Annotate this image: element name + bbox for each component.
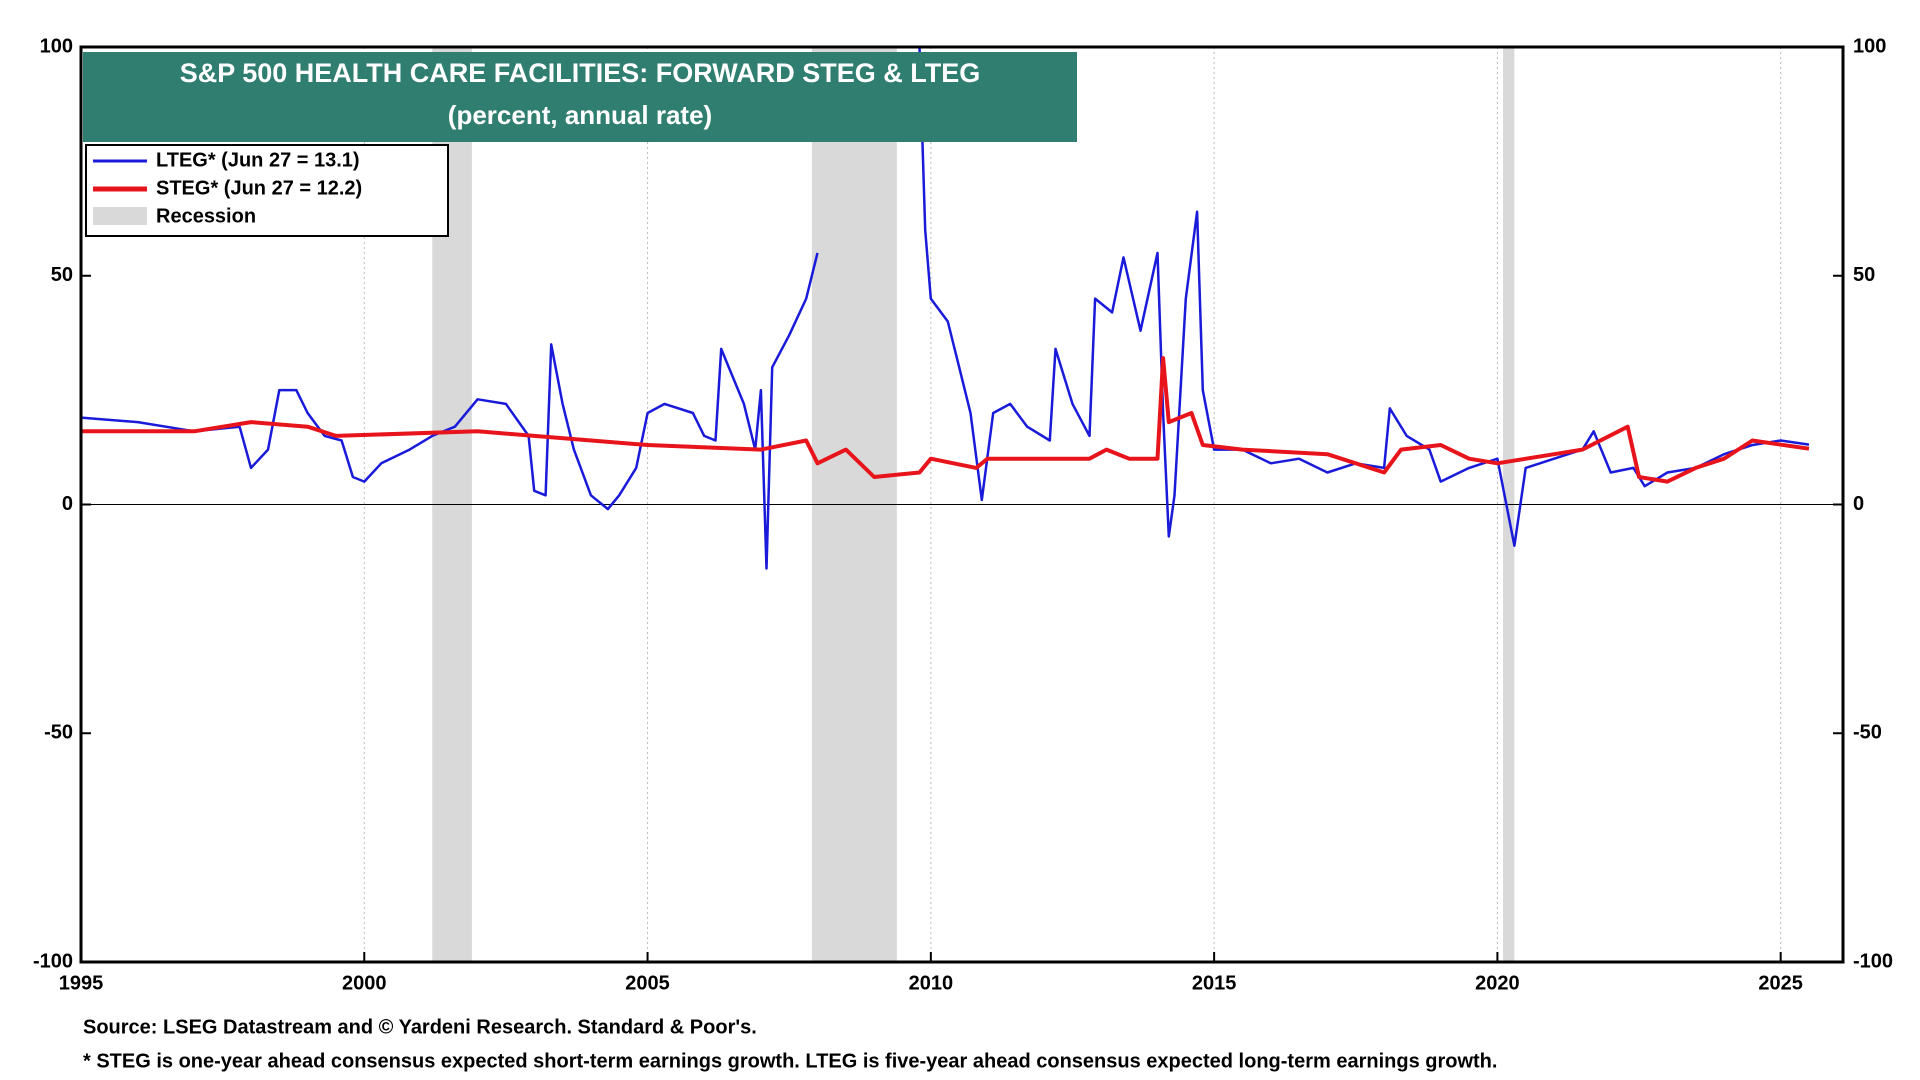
- y2-tick-label: 100: [1853, 35, 1886, 57]
- x-tick-label: 2005: [625, 972, 670, 994]
- y-tick-label: -50: [44, 722, 73, 744]
- footnote: * STEG is one-year ahead consensus expec…: [83, 1050, 1497, 1072]
- y2-tick-label: -50: [1853, 722, 1882, 744]
- chart-title: S&P 500 HEALTH CARE FACILITIES: FORWARD …: [180, 58, 981, 88]
- source-note: Source: LSEG Datastream and © Yardeni Re…: [83, 1016, 757, 1038]
- x-tick-label: 2025: [1758, 972, 1803, 994]
- chart-subtitle: (percent, annual rate): [448, 100, 712, 130]
- x-tick-label: 2015: [1192, 972, 1237, 994]
- y2-tick-label: 0: [1853, 493, 1864, 515]
- y-tick-label: 100: [40, 35, 73, 57]
- legend-swatch: [93, 207, 147, 225]
- legend: LTEG* (Jun 27 = 13.1) STEG* (Jun 27 = 12.…: [85, 144, 449, 237]
- x-tick-label: 1995: [59, 972, 104, 994]
- y2-tick-label: -100: [1853, 950, 1893, 972]
- legend-label: LTEG* (Jun 27 = 13.1): [156, 149, 360, 171]
- plot-front: 1995 2000 2005 2010 2015 2020 2025 -100 -50 0 50 10…: [33, 35, 1893, 994]
- y-tick-label: 50: [51, 264, 73, 286]
- y-tick-label: -100: [33, 950, 73, 972]
- legend-label: Recession: [156, 205, 256, 227]
- y-tick-label: 0: [62, 493, 73, 515]
- x-tick-label: 2000: [342, 972, 387, 994]
- x-tick-label: 2010: [909, 972, 954, 994]
- plot-frame: [79, 45, 1845, 964]
- legend-label: STEG* (Jun 27 = 12.2): [156, 177, 362, 199]
- series-line: [81, 356, 1810, 484]
- x-tick-label: 2020: [1475, 972, 1520, 994]
- title-band: [83, 52, 1077, 142]
- y2-tick-label: 50: [1853, 264, 1875, 286]
